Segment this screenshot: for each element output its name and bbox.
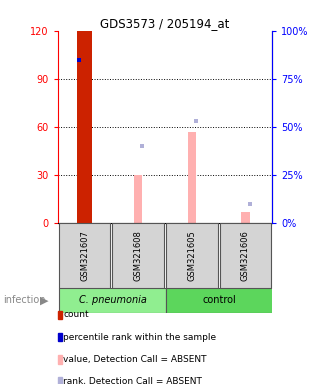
- Bar: [134, 175, 142, 223]
- Text: percentile rank within the sample: percentile rank within the sample: [63, 333, 216, 342]
- Text: ▶: ▶: [40, 295, 49, 306]
- Text: GSM321605: GSM321605: [187, 230, 196, 281]
- Text: count: count: [63, 310, 89, 319]
- Bar: [188, 132, 196, 223]
- Text: value, Detection Call = ABSENT: value, Detection Call = ABSENT: [63, 355, 207, 364]
- Bar: [59, 223, 110, 288]
- Text: GSM321608: GSM321608: [134, 230, 143, 281]
- Bar: [59, 288, 166, 313]
- Text: infection: infection: [3, 295, 46, 306]
- Bar: [166, 288, 273, 313]
- Text: GSM321607: GSM321607: [80, 230, 89, 281]
- Bar: [77, 31, 92, 223]
- Text: GSM321606: GSM321606: [241, 230, 250, 281]
- Bar: [241, 212, 249, 223]
- Text: control: control: [203, 295, 237, 306]
- Text: rank, Detection Call = ABSENT: rank, Detection Call = ABSENT: [63, 377, 202, 384]
- Bar: [220, 223, 271, 288]
- Text: C. pneumonia: C. pneumonia: [79, 295, 147, 306]
- Bar: [166, 223, 217, 288]
- Bar: [113, 223, 164, 288]
- Title: GDS3573 / 205194_at: GDS3573 / 205194_at: [100, 17, 230, 30]
